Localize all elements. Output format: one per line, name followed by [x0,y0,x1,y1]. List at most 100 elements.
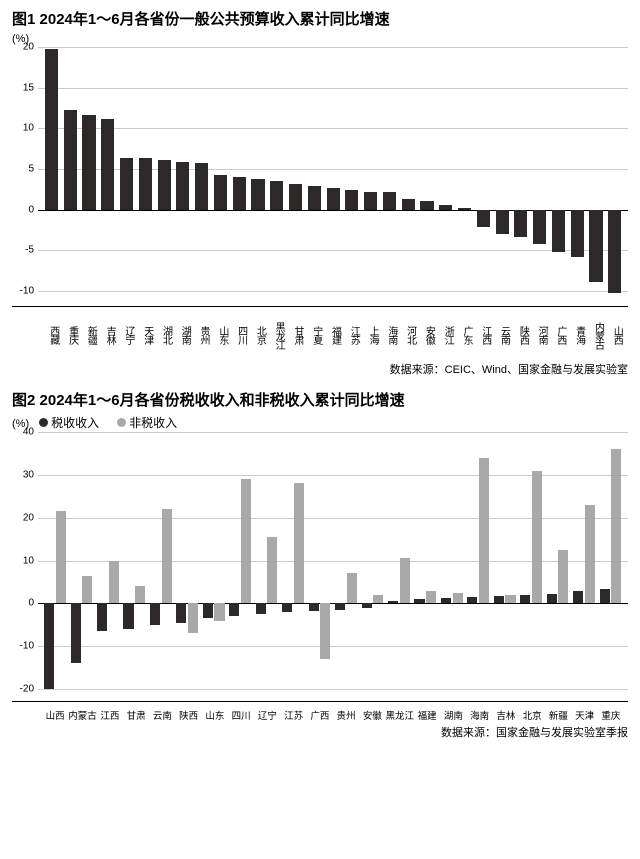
chart1-x-label: 四川 [230,311,249,359]
chart2-bar-group [492,432,518,701]
chart2-x-label: 陕西 [176,708,202,722]
chart2-bar [241,479,251,603]
chart1-x-label: 新疆 [80,311,99,359]
chart1-x-label: 山东 [211,311,230,359]
chart2-bar [229,603,239,616]
chart2-x-label: 内蒙古 [68,708,97,722]
chart2-x-label: 山西 [42,708,68,722]
chart2-x-label: 吉林 [493,708,519,722]
chart1-bar [120,158,133,210]
chart2-bar [347,573,357,603]
chart2-x-label: 广西 [307,708,333,722]
chart2-bar [267,537,277,603]
legend-swatch [39,418,48,427]
chart2-bar [176,603,186,622]
chart1-bar [214,175,227,210]
chart2-bar-group [95,432,121,701]
chart1-bar [383,192,396,209]
chart2-bar [320,603,330,659]
chart2-bar-group [68,432,94,701]
chart1-bar [45,49,58,210]
chart2-bar-group [386,432,412,701]
chart1-x-label: 内蒙古 [587,311,606,359]
chart2-bar [414,599,424,603]
chart2-y-tick: 20 [12,512,34,523]
chart1-x-label: 上海 [361,311,380,359]
chart1-bar-slot [117,47,136,306]
chart2-bar [362,603,372,607]
chart2-x-label: 贵州 [333,708,359,722]
chart1-x-labels: 西藏重庆新疆吉林辽宁天津湖北湖南贵州山东四川北京黑龙江甘肃宁夏福建江苏上海海南河… [42,311,624,359]
chart2-bar [309,603,319,611]
chart1-x-label: 北京 [249,311,268,359]
chart1-bar [64,110,77,210]
chart2-bar [188,603,198,633]
chart2-bar [573,591,583,604]
chart1-bar-slot [455,47,474,306]
chart2-x-label: 云南 [149,708,175,722]
chart2-bar [214,603,224,620]
chart2-y-tick: 40 [12,427,34,438]
chart2-bar [282,603,292,612]
chart2-bar-group [148,432,174,701]
chart1-bar-slot [42,47,61,306]
chart2-bar [494,596,504,604]
chart2-bar [611,449,621,603]
chart1-bars [42,47,624,306]
chart1-bar [289,184,302,210]
chart1-bar [158,160,171,210]
chart1-x-label: 河南 [530,311,549,359]
chart2-bar-group [121,432,147,701]
chart1-bar-slot [136,47,155,306]
chart2-bar [467,597,477,603]
chart1-bar [552,210,565,252]
chart1-bar-slot [61,47,80,306]
chart1-y-tick: 10 [12,123,34,134]
chart1-bar [176,162,189,209]
chart2-x-label: 福建 [414,708,440,722]
chart1-bar [82,115,95,209]
chart1-bar-slot [324,47,343,306]
chart1-bar-slot [173,47,192,306]
chart1-x-label: 江苏 [343,311,362,359]
chart2-bar-group [280,432,306,701]
chart1-bar [514,210,527,238]
chart2-bar [585,505,595,604]
chart2-x-label: 江西 [97,708,123,722]
chart1-bar [533,210,546,244]
chart1-bar-slot [605,47,624,306]
chart2-bar [56,511,66,603]
chart2-bar-group [439,432,465,701]
chart1-bar-slot [267,47,286,306]
chart2-bar [400,558,410,603]
chart1-bar-slot [380,47,399,306]
chart1-y-unit: (%) [12,33,628,45]
chart1-bar-slot [249,47,268,306]
chart2-bar [44,603,54,689]
chart2-bar [335,603,345,609]
chart1-bar [608,210,621,294]
chart1-bar [195,163,208,209]
chart1-x-label: 广西 [549,311,568,359]
chart2-x-label: 辽宁 [254,708,280,722]
chart2-bar-group [333,432,359,701]
chart2-container: 图2 2024年1～6月各省份税收收入和非税收入累计同比增速 (%) 税收收入非… [0,381,640,744]
chart1-bar [101,119,114,209]
chart2-x-label: 安徽 [359,708,385,722]
chart1-x-label: 辽宁 [117,311,136,359]
chart1-title: 图1 2024年1～6月各省份一般公共预算收入累计同比增速 [12,8,628,29]
chart2-legend-item: 税收收入 [39,414,99,431]
chart2-bar [97,603,107,631]
chart1-x-label: 河北 [399,311,418,359]
chart2-bar [109,561,119,604]
chart1-bar [251,179,264,210]
chart1-x-label: 浙江 [436,311,455,359]
chart2-bar [520,595,530,604]
chart1-x-label: 贵州 [192,311,211,359]
chart1-x-label: 江西 [474,311,493,359]
chart2-bar [388,601,398,603]
chart2-y-tick: -20 [12,684,34,695]
chart2-bar-group [359,432,385,701]
chart2-bar [547,594,557,604]
chart2-x-labels: 山西内蒙古江西甘肃云南陕西山东四川辽宁江苏广西贵州安徽黑龙江福建湖南海南吉林北京… [42,708,624,722]
